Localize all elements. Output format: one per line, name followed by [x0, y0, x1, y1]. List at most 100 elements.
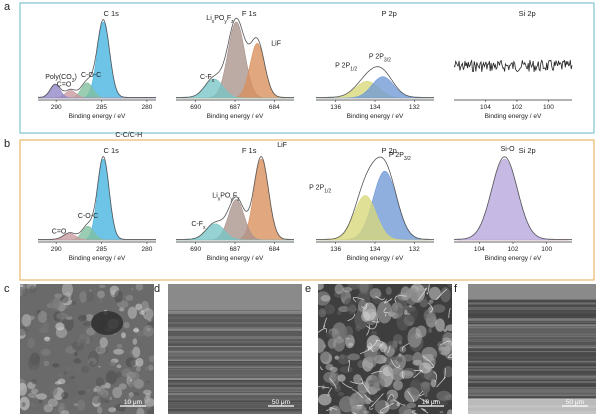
x-tick-label: 100: [543, 104, 554, 111]
x-tick-label: 102: [512, 104, 523, 111]
peak-label-0: Si-O: [501, 146, 516, 153]
x-tick-label: 136: [330, 246, 341, 253]
peak-label-2: C-Fx: [191, 221, 206, 231]
scale-bar-label: 50 μm: [566, 399, 584, 406]
x-tick-label: 690: [190, 104, 201, 111]
xps-chart-b-4: Si 2p 104 102 100 Binding energy / eV Si-O: [454, 146, 572, 262]
panel-label-d: d: [154, 283, 160, 295]
x-tick-label: 136: [330, 104, 341, 111]
x-axis-label: Binding energy / eV: [485, 255, 542, 262]
peak-label-1: C-O-C: [78, 213, 98, 220]
sem-image-c: 10 μm: [20, 284, 154, 414]
peak-label-0: LiF: [277, 142, 287, 149]
xps-chart-a-2: F 1s 690 687 684 Binding energy / eV LixPOyFz…: [176, 9, 294, 120]
sem-image-e: 10 μm: [318, 284, 452, 414]
peak-label-0: C-C/C-H: [115, 132, 142, 139]
x-tick-label: 684: [269, 246, 280, 253]
x-tick-label: 684: [269, 104, 280, 111]
peak-fill: [176, 223, 294, 241]
peak-label-0: P 2P1/2: [335, 62, 357, 72]
sem-images: 10 μm 50 μm 10 μm 50 μm: [20, 284, 596, 414]
envelope-line: [316, 66, 434, 98]
xps-chart-b-1: C 1s 290 285 280 Binding energy / eV C-C/C-H C…: [38, 132, 156, 262]
chart-title: P 2p: [382, 9, 397, 18]
chart-title: F 1s: [242, 146, 257, 155]
scale-bar-label: 50 μm: [272, 399, 290, 406]
xps-chart-b-2: F 1s 690 687 684 Binding energy / eV LiF LixPO…: [176, 142, 294, 262]
x-tick-label: 285: [96, 246, 107, 253]
x-tick-label: 687: [230, 104, 241, 111]
x-tick-label: 687: [230, 246, 241, 253]
x-tick-label: 102: [508, 246, 519, 253]
x-tick-label: 280: [141, 104, 152, 111]
x-tick-label: 285: [96, 104, 107, 111]
panel-label-b: b: [4, 138, 10, 150]
peak-label-2: C=O: [57, 81, 72, 88]
peak-label-1: P 2P3/2: [369, 54, 391, 64]
x-axis-label: Binding energy / eV: [69, 113, 126, 120]
peak-label-0: P 2P3/2: [389, 152, 411, 162]
scale-bar-label: 10 μm: [422, 399, 440, 406]
x-tick-label: 134: [370, 104, 381, 111]
peak-label-1: LixPOyFz: [212, 193, 240, 203]
peak-label-1: C-O-C: [81, 72, 101, 79]
peak-fill: [316, 195, 434, 241]
xps-chart-a-3: P 2p 136 134 132 Binding energy / eV P 2P1/2 P…: [316, 9, 434, 120]
peak-label-3: Poly(CO3): [45, 74, 77, 84]
chart-title: Si 2p: [519, 9, 536, 18]
envelope-line: [176, 17, 294, 98]
sem-image-d: 50 μm: [168, 284, 302, 414]
chart-title: Si 2p: [519, 146, 536, 155]
x-tick-label: 104: [474, 246, 485, 253]
panel-label-c: c: [4, 283, 10, 295]
envelope-line: [454, 156, 572, 240]
x-tick-label: 280: [141, 246, 152, 253]
chart-title: P 2p: [382, 146, 397, 155]
peak-label-1: P 2P1/2: [309, 184, 331, 194]
chart-title: C 1s: [103, 9, 119, 18]
peak-label-2: C-Fx: [200, 74, 215, 84]
peak-label-1: LiF: [271, 40, 281, 47]
peak-fill: [37, 84, 156, 99]
xps-plots: C 1s 290 285 280 Binding energy / eV C-C/C-H C…: [37, 9, 573, 262]
chart-title: C 1s: [103, 146, 119, 155]
x-tick-label: 134: [370, 246, 381, 253]
si-noise-line: [453, 59, 573, 73]
sem-image-f: 50 μm: [468, 284, 596, 414]
x-tick-label: 104: [480, 104, 491, 111]
peak-fill: [176, 78, 294, 99]
x-tick-label: 132: [409, 104, 420, 111]
x-axis-label: Binding energy / eV: [485, 113, 542, 120]
x-tick-label: 132: [409, 246, 420, 253]
peak-fill: [176, 21, 294, 99]
x-tick-label: 290: [51, 104, 62, 111]
scale-bar-label: 10 μm: [124, 399, 142, 406]
x-tick-label: 100: [541, 246, 552, 253]
peak-fill: [38, 233, 156, 241]
panel-b-frame: [19, 139, 595, 281]
envelope-line: [38, 156, 156, 240]
peak-fill: [316, 76, 434, 99]
x-tick-label: 690: [190, 246, 201, 253]
peak-label-0: LixPOyFz: [206, 15, 234, 25]
envelope-line: [37, 19, 156, 98]
peak-label-2: C=O: [52, 229, 67, 236]
peak-fill: [454, 158, 572, 241]
x-axis-label: Binding energy / eV: [69, 255, 126, 262]
panel-label-e: e: [305, 283, 311, 295]
chart-title: F 1s: [242, 9, 257, 18]
xps-chart-b-3: P 2p 136 134 132 Binding energy / eV P 2P3/2 P…: [309, 146, 434, 262]
x-axis-label: Binding energy / eV: [347, 113, 404, 120]
panel-label-a: a: [4, 1, 11, 13]
panel-label-f: f: [454, 283, 458, 295]
x-axis-label: Binding energy / eV: [347, 255, 404, 262]
x-tick-label: 290: [51, 246, 62, 253]
envelope-line: [316, 156, 434, 240]
envelope-line: [176, 156, 294, 240]
panel-a-frame: [19, 2, 595, 134]
x-axis-label: Binding energy / eV: [207, 255, 264, 262]
x-axis-label: Binding energy / eV: [207, 113, 264, 120]
